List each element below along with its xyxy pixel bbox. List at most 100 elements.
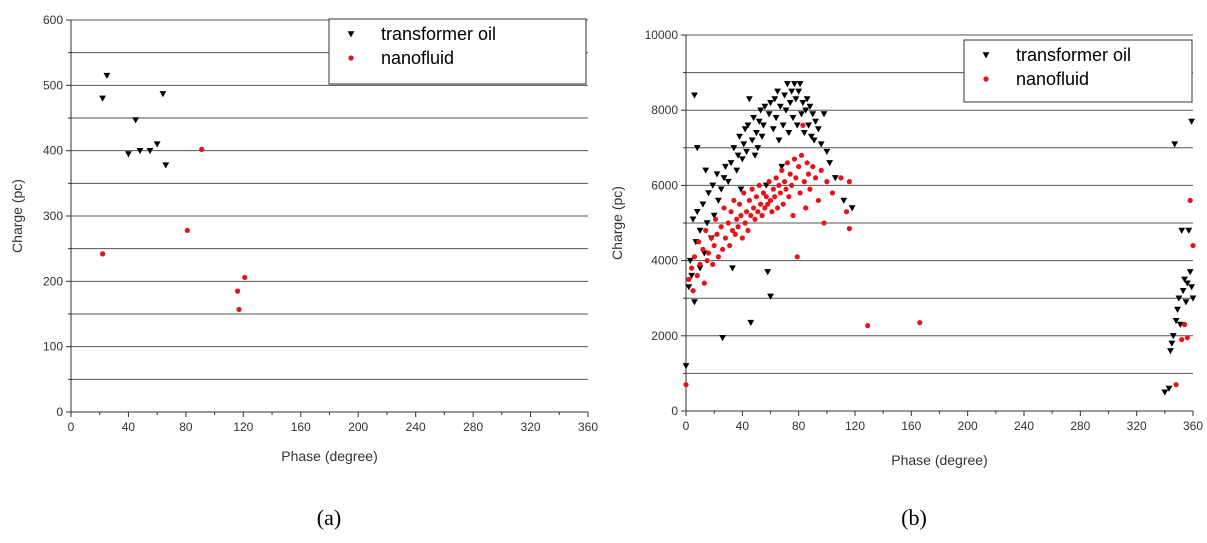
data-point [755,118,763,125]
data-point [765,201,771,207]
data-point [795,88,803,95]
y-tick-label: 200 [43,274,63,288]
data-point [807,186,813,192]
data-point [738,156,746,163]
x-tick-label: 360 [578,420,598,434]
data-point [739,235,745,241]
data-point [742,220,748,226]
data-point [713,171,721,178]
data-point [782,107,790,114]
data-point [736,133,743,140]
data-point [702,167,710,174]
y-tick-label: 500 [43,78,63,92]
y-tick-label: 2000 [651,329,678,343]
data-point [759,212,765,219]
data-point [748,137,756,144]
chart-panel-b: 0 2000 4000 6000 8000 10000 0 40 80 120 160 200 240 2… [609,28,1203,530]
data-point [804,160,810,166]
data-point [775,137,783,144]
data-point [778,163,786,170]
data-point [693,209,701,216]
data-point [755,209,761,215]
data-point [754,145,762,152]
data-point [1176,321,1184,328]
x-tick-label: 40 [122,420,136,434]
data-point [740,141,748,148]
data-point [741,190,747,196]
x-tick-label: 0 [683,419,690,433]
data-point [685,284,693,291]
data-point [705,250,712,256]
series-transformer-oil [99,72,170,169]
data-point [686,257,694,264]
data-point [199,146,205,152]
y-tick-label: 6000 [651,178,678,192]
data-point [770,186,776,192]
data-point [807,133,815,140]
data-point [734,152,742,159]
data-point [812,175,819,181]
data-point [99,95,106,102]
legend-label: transformer oil [1016,45,1131,65]
x-tick-label: 40 [736,419,750,433]
data-point [848,205,856,212]
data-point [728,209,734,215]
data-point [791,156,798,162]
y-tick-label: 300 [43,209,63,223]
data-point [99,251,106,257]
data-point [760,190,767,196]
data-point [762,182,770,189]
data-point [686,276,692,282]
legend-marker [348,55,354,61]
x-tick-label: 120 [233,420,253,434]
data-point [1185,227,1193,234]
data-point [823,148,831,155]
data-point [733,167,741,174]
data-point [777,190,783,196]
x-tick-label: 0 [68,420,75,434]
data-point [769,209,775,215]
data-point [765,111,773,118]
data-point [796,164,802,170]
data-point [683,382,689,388]
data-point [697,261,703,267]
data-point [766,179,772,185]
data-point [751,205,757,211]
x-tick-label: 160 [291,420,311,434]
legend-label: nanofluid [381,48,454,68]
data-point [763,194,769,200]
data-point [801,179,807,185]
series-nanofluid [683,122,1196,388]
data-point [781,179,788,185]
chart-panel-a: 0 100 200 300 400 500 600 0 40 80 120 160 200 240 280 3… [9,13,598,530]
data-point [840,197,848,204]
data-point [846,179,852,185]
data-point [757,107,765,114]
x-tick-label: 120 [845,419,865,433]
data-point [690,288,696,294]
data-point [722,163,729,170]
data-point [719,334,727,342]
data-point [809,111,817,118]
data-point [752,216,758,222]
data-point [792,96,800,103]
data-point [824,179,830,185]
data-point [774,205,781,211]
data-point [800,130,808,137]
data-point [727,160,735,167]
data-point [821,220,827,226]
data-point [720,175,728,182]
data-point [810,164,816,170]
data-point [831,175,839,182]
data-point [820,111,828,118]
panel-caption: (b) [901,505,927,530]
y-tick-label: 400 [43,144,63,158]
data-point [1189,295,1197,302]
data-point [781,92,788,99]
data-point [790,212,796,219]
data-point [700,246,706,252]
data-point [798,152,805,158]
data-point [1169,333,1177,340]
data-point [787,171,793,177]
data-point [727,242,733,249]
